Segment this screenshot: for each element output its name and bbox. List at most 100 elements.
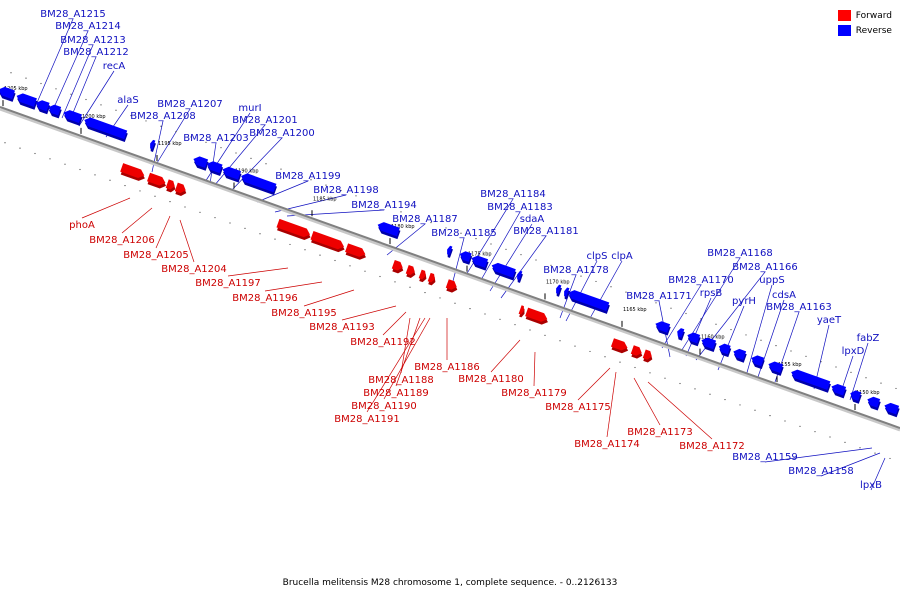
reverse-gene bbox=[687, 332, 701, 347]
reverse-gene bbox=[831, 383, 847, 399]
forward-leader-line bbox=[647, 381, 713, 440]
legend-item-reverse: Reverse bbox=[837, 23, 892, 38]
tick-label: 1165 kbp bbox=[623, 307, 647, 313]
reverse-gene-label: BM28_A1171 bbox=[626, 291, 692, 302]
forward-gene bbox=[405, 265, 416, 278]
reverse-gene bbox=[471, 255, 489, 271]
reverse-gene bbox=[655, 321, 671, 336]
reverse-leader-line bbox=[35, 18, 74, 106]
forward-track-dot bbox=[574, 345, 576, 347]
reverse-gene-label: BM28_A1184 bbox=[480, 189, 546, 200]
reverse-gene bbox=[241, 173, 278, 196]
reverse-gene-arrow bbox=[655, 321, 671, 333]
reverse-gene bbox=[867, 396, 881, 411]
forward-gene-arrow bbox=[345, 243, 366, 257]
forward-gene-label: BM28_A1173 bbox=[627, 427, 693, 438]
reverse-track-dot bbox=[355, 195, 357, 197]
reverse-track-dot bbox=[700, 318, 702, 320]
reverse-gene-label: clpS bbox=[587, 251, 608, 262]
reverse-track-dot bbox=[370, 200, 372, 202]
forward-track-dot bbox=[79, 168, 81, 171]
reverse-gene bbox=[193, 156, 209, 171]
reverse-track-dot bbox=[580, 275, 582, 277]
forward-track-dot bbox=[124, 184, 126, 187]
reverse-gene bbox=[733, 348, 747, 363]
reverse-track-dot bbox=[235, 152, 237, 154]
forward-gene-label: BM28_A1188 bbox=[368, 375, 434, 386]
reverse-gene bbox=[768, 361, 784, 376]
reverse-gene-label: BM28_A1185 bbox=[431, 228, 497, 239]
reverse-track-dot bbox=[250, 157, 252, 159]
forward-track-dot bbox=[364, 270, 366, 272]
tick-label: 1200 kbp bbox=[82, 114, 106, 120]
forward-track-dot bbox=[514, 324, 516, 326]
forward-gene-label: BM28_A1179 bbox=[501, 388, 567, 399]
reverse-gene-label: BM28_A1163 bbox=[766, 302, 832, 313]
forward-leader-line bbox=[341, 305, 397, 321]
forward-gene bbox=[525, 307, 548, 325]
reverse-track-dot bbox=[490, 243, 492, 245]
forward-track-dot bbox=[709, 393, 711, 395]
forward-leader-line bbox=[155, 215, 171, 249]
forward-gene bbox=[391, 260, 404, 274]
reverse-gene bbox=[35, 100, 51, 115]
forward-leader-line bbox=[633, 377, 661, 426]
reverse-gene-arrow bbox=[517, 270, 523, 281]
forward-track-dot bbox=[184, 206, 186, 208]
reverse-gene-label: BM28_A1168 bbox=[707, 248, 773, 259]
reverse-gene bbox=[222, 166, 242, 183]
reverse-track-dot bbox=[145, 120, 147, 122]
reverse-track-dot bbox=[475, 238, 477, 240]
reverse-gene-label: BM28_A1199 bbox=[275, 171, 341, 182]
legend-reverse-label: Reverse bbox=[855, 25, 892, 36]
reverse-gene-arrow bbox=[222, 166, 241, 180]
reverse-leader-line bbox=[480, 211, 521, 281]
reverse-gene-label: BM28_A1170 bbox=[668, 275, 734, 286]
forward-track-dot bbox=[424, 291, 426, 294]
reverse-gene bbox=[556, 284, 562, 297]
forward-track-dot bbox=[289, 243, 291, 246]
reverse-track-dot bbox=[550, 264, 552, 266]
forward-track-dot bbox=[484, 313, 486, 315]
reverse-gene-arrow bbox=[377, 222, 400, 237]
tick-label: 1160 kbp bbox=[701, 335, 725, 341]
tick-label: 1155 kbp bbox=[778, 362, 802, 368]
reverse-leader-line bbox=[849, 342, 869, 401]
reverse-gene-label: BM28_A1214 bbox=[55, 21, 121, 32]
reverse-gene-arrow bbox=[241, 173, 277, 193]
forward-track-dot bbox=[619, 361, 621, 363]
reverse-track-dot bbox=[130, 114, 132, 117]
reverse-gene-arrow bbox=[84, 117, 128, 140]
reverse-gene-label: BM28_A1213 bbox=[60, 35, 126, 46]
forward-track-dot bbox=[604, 356, 606, 358]
forward-track-dot bbox=[634, 366, 636, 369]
tick-label: 1185 kbp bbox=[313, 196, 337, 202]
reverse-gene-arrow bbox=[0, 86, 16, 100]
reverse-gene-arrow bbox=[35, 100, 50, 112]
reverse-leader-line bbox=[51, 30, 89, 113]
tick-label: 1195 kbp bbox=[158, 141, 182, 147]
reverse-track-dot bbox=[160, 125, 162, 127]
reverse-track-dot bbox=[640, 296, 642, 299]
reverse-track-dot bbox=[100, 104, 102, 106]
forward-leader-line bbox=[533, 351, 536, 387]
forward-gene-label: BM28_A1186 bbox=[414, 362, 480, 373]
reverse-gene-arrow bbox=[867, 396, 881, 408]
forward-track-dot bbox=[214, 217, 216, 219]
reverse-gene-label: BM28_A1187 bbox=[392, 214, 458, 225]
axis-shadow bbox=[0, 107, 900, 432]
forward-gene bbox=[174, 182, 187, 196]
reverse-gene-arrow bbox=[16, 93, 37, 107]
forward-gene-label: BM28_A1196 bbox=[232, 293, 298, 304]
reverse-leader-line bbox=[661, 284, 702, 349]
tick-label: 1170 kbp bbox=[546, 279, 570, 285]
reverse-gene bbox=[517, 270, 523, 283]
forward-gene-arrow bbox=[391, 260, 403, 271]
forward-track-dot bbox=[724, 398, 726, 401]
reverse-gene bbox=[459, 251, 473, 265]
reverse-gene-label: uppS bbox=[759, 275, 784, 286]
reverse-leader-line bbox=[870, 457, 886, 491]
forward-track-dot bbox=[244, 227, 246, 229]
reverse-track-dot bbox=[820, 361, 822, 363]
